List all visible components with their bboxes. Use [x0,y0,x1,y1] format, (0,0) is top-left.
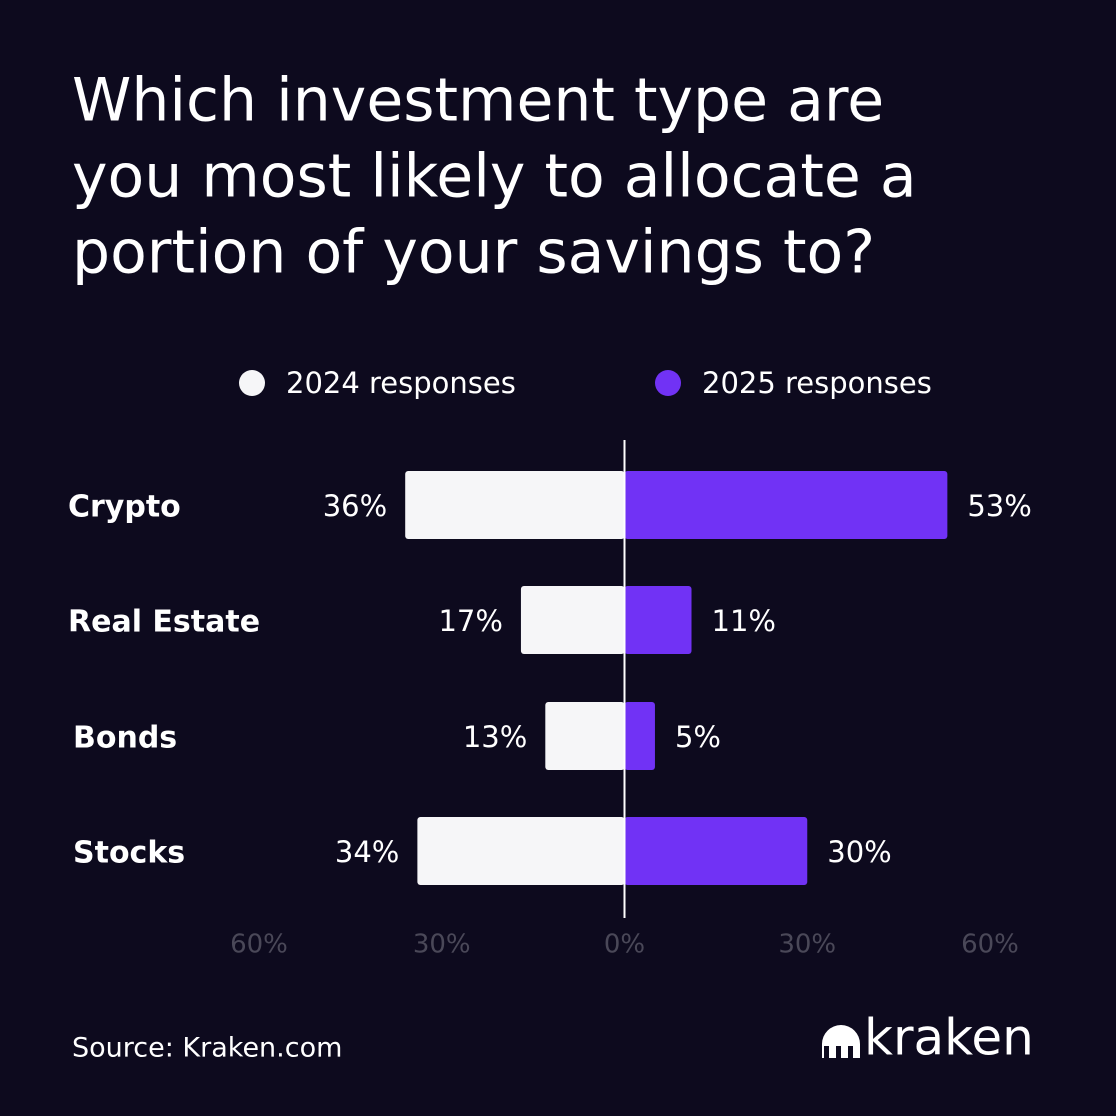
legend-label: 2024 responses [286,366,516,400]
value-label: 34% [335,835,399,869]
category-label: Bonds [73,721,177,756]
chart-title: you most likely to allocate a [72,142,917,212]
source: Source: Kraken.com [72,1033,342,1064]
bar [520,586,625,654]
legend-swatch [239,370,265,396]
category-label: Crypto [68,490,181,525]
value-label: 11% [712,604,776,638]
chart-title: portion of your savings to? [72,218,875,288]
brand-name: kraken [864,1009,1034,1067]
x-tick-label: 30% [413,930,471,960]
x-tick-label: 30% [778,930,836,960]
bar [624,817,808,885]
x-tick-label: 0% [604,930,645,960]
value-label: 30% [827,835,891,869]
category-label: Real Estate [68,605,260,640]
bar [417,817,625,885]
legend-label: 2025 responses [702,366,932,400]
category-label: Stocks [73,836,185,871]
value-label: 36% [323,489,387,523]
bar [624,471,948,539]
x-tick-label: 60% [230,930,288,960]
x-tick-label: 60% [961,930,1019,960]
value-label: 13% [463,720,527,754]
legend-swatch [655,370,681,396]
brand-logo: kraken [822,1009,1034,1067]
bar [405,471,625,539]
bar [624,702,655,770]
value-label: 5% [675,720,721,754]
chart-title: Which investment type are [72,66,884,136]
brand-icon [822,1025,860,1058]
bar [545,702,625,770]
bar [624,586,692,654]
value-label: 17% [438,604,502,638]
value-label: 53% [967,489,1031,523]
